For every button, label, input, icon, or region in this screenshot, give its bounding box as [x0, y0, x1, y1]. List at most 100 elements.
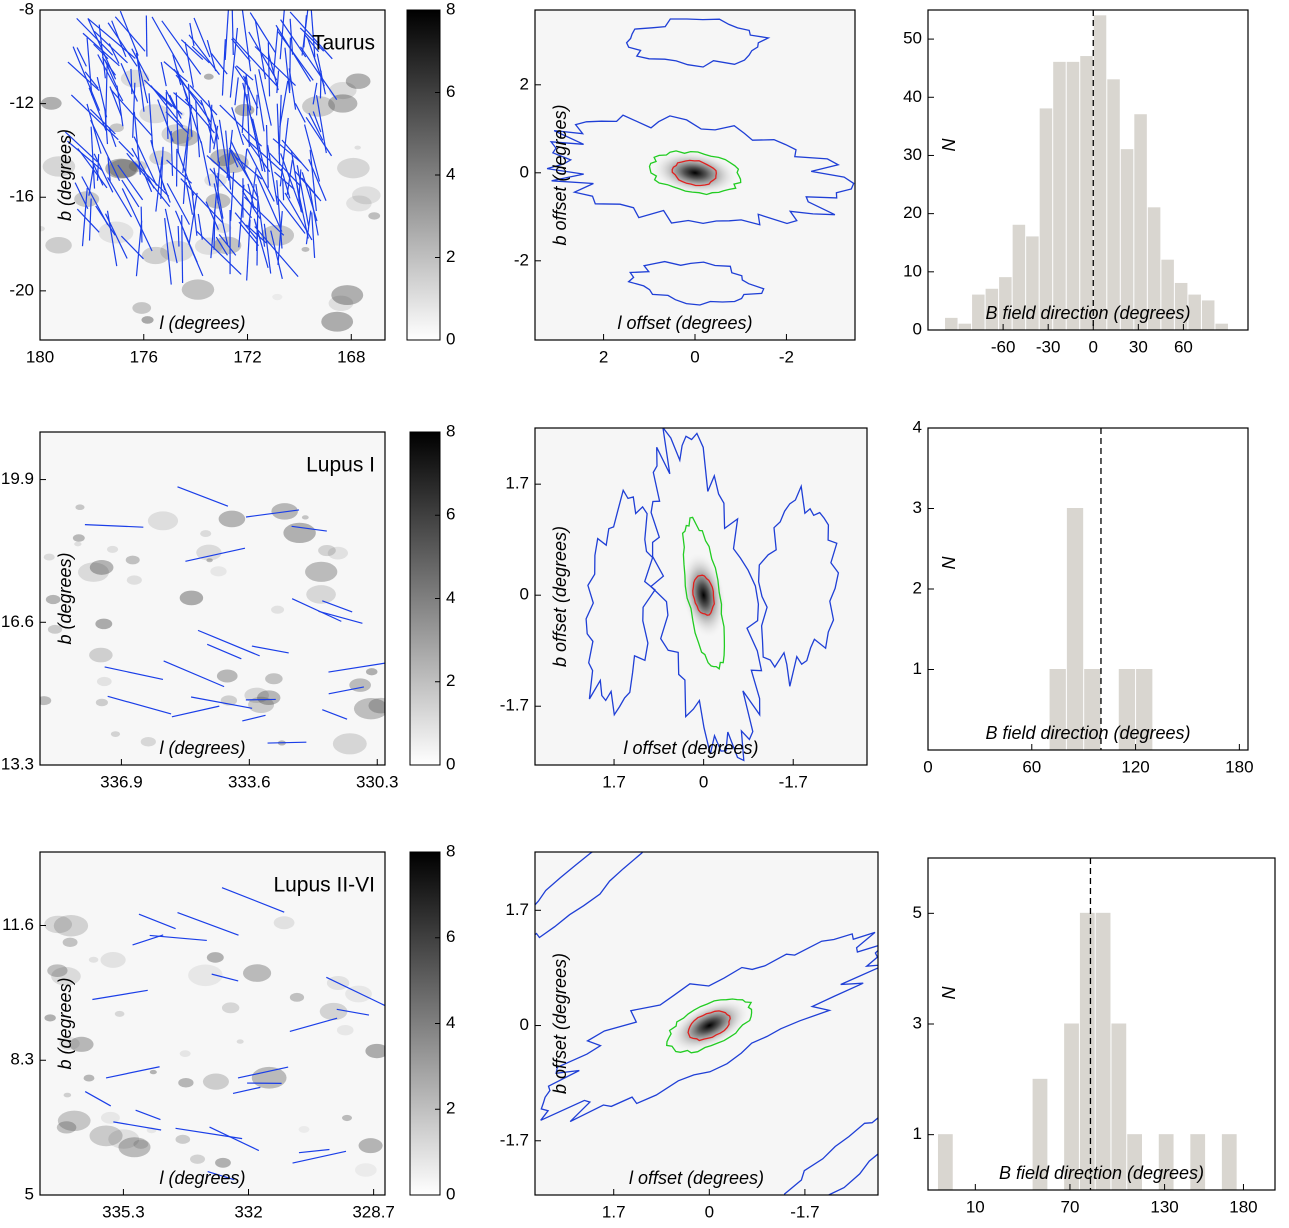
cloud — [53, 915, 89, 937]
polarization-vector — [193, 17, 211, 58]
polarization-vector — [108, 43, 120, 64]
y-axis-label: N — [939, 556, 959, 570]
frame — [39, 851, 386, 1196]
bar — [1084, 669, 1101, 750]
polarization-vector — [250, 117, 264, 172]
x-tick-label: 2 — [599, 347, 608, 366]
polarization-vector — [206, 39, 217, 72]
polarization-vector — [138, 913, 176, 930]
x-tick-label: 180 — [1229, 1197, 1257, 1216]
y-tick-label: 13.3 — [1, 754, 34, 773]
cloud — [77, 562, 109, 582]
x-tick-label: 30 — [1129, 337, 1148, 356]
polarization-vector — [228, 147, 239, 168]
cloud — [327, 546, 348, 560]
polarization-vector — [72, 46, 101, 111]
polarization-vector — [318, 610, 363, 624]
polarization-vector — [180, 39, 204, 60]
cloud — [57, 1110, 91, 1132]
x-axis-label: B field direction (degrees) — [985, 303, 1190, 323]
cloud — [351, 186, 381, 205]
frame — [927, 9, 1249, 331]
y-tick-label: 1.7 — [505, 900, 529, 919]
cloud — [141, 246, 170, 265]
polarization-vector — [84, 71, 99, 89]
y-tick-label: 8 — [446, 841, 455, 860]
polarization-vector — [121, 188, 153, 252]
polarization-vector — [231, 36, 279, 88]
polarization-vector — [291, 598, 342, 622]
x-tick-label: 180 — [26, 347, 54, 366]
panel — [40, 852, 385, 1195]
cloud — [96, 676, 112, 687]
polarization-vector — [229, 27, 239, 98]
polarization-vector — [294, 103, 306, 123]
polarization-vector — [226, 129, 233, 179]
cloud — [59, 1037, 80, 1050]
cloud — [42, 156, 76, 177]
polarization-vector — [296, 165, 310, 227]
polarization-vector — [299, 27, 325, 52]
cloud — [105, 158, 138, 179]
x-tick-label: 332 — [234, 1202, 262, 1221]
y-tick-label: 40 — [903, 87, 922, 106]
y-axis-label: b offset (degrees) — [550, 104, 570, 245]
y-tick-label: -20 — [9, 280, 34, 299]
x-tick-label: 120 — [1121, 757, 1149, 776]
polarization-vector — [241, 76, 247, 133]
contour-line — [546, 114, 855, 226]
x-tick-label: 60 — [1174, 337, 1193, 356]
polarization-vector — [248, 31, 278, 81]
polarization-vector — [280, 19, 307, 58]
x-tick-label: 0 — [705, 1202, 714, 1221]
cloud — [190, 1154, 206, 1164]
contour-line — [757, 483, 840, 687]
polarization-vector — [133, 136, 158, 186]
polarization-vector — [92, 989, 148, 1001]
polarization-vector — [219, 104, 263, 147]
polarization-vector — [177, 912, 239, 936]
contour-line — [687, 1010, 731, 1042]
cloud — [221, 1002, 240, 1014]
polarization-vector — [81, 187, 88, 247]
cloud — [236, 1039, 244, 1044]
contour-line — [540, 931, 878, 1123]
y-tick-label: 8.3 — [10, 1050, 34, 1069]
cloud — [95, 698, 108, 707]
x-tick-label: 333.6 — [228, 772, 271, 791]
cloud — [125, 555, 140, 565]
y-tick-label: 8 — [446, 0, 455, 18]
polarization-vector — [84, 1091, 112, 1107]
cloud — [89, 1125, 123, 1147]
polarization-vector — [114, 16, 146, 52]
cloud — [354, 1163, 377, 1177]
cloud — [178, 1077, 194, 1088]
x-tick-label: 0 — [699, 772, 708, 791]
x-tick-label: 172 — [233, 347, 261, 366]
cloud — [175, 1134, 191, 1144]
bar — [958, 323, 972, 330]
y-axis-label: N — [939, 986, 959, 1000]
y-tick-label: -1.7 — [500, 696, 529, 715]
polarization-vector — [64, 131, 98, 163]
y-tick-label: 0 — [520, 585, 529, 604]
polarization-vector — [336, 1008, 370, 1016]
polarization-vector — [312, 82, 318, 105]
cloud — [62, 937, 78, 947]
cloud — [203, 73, 214, 80]
polarization-vector — [86, 37, 93, 96]
y-tick-label: 5 — [913, 903, 922, 922]
cloud — [345, 73, 371, 89]
polarization-vector — [254, 19, 267, 80]
y-tick-label: 1 — [913, 1124, 922, 1143]
polarization-vector — [308, 112, 324, 141]
polarization-vector — [90, 119, 121, 181]
polarization-vector — [120, 235, 144, 260]
polarization-vector — [280, 168, 291, 199]
cloud — [44, 1014, 56, 1022]
cloud — [305, 561, 338, 582]
cloud — [365, 668, 378, 676]
contour-line — [585, 488, 656, 717]
polarization-vector — [104, 666, 164, 680]
bar — [1064, 1023, 1079, 1190]
